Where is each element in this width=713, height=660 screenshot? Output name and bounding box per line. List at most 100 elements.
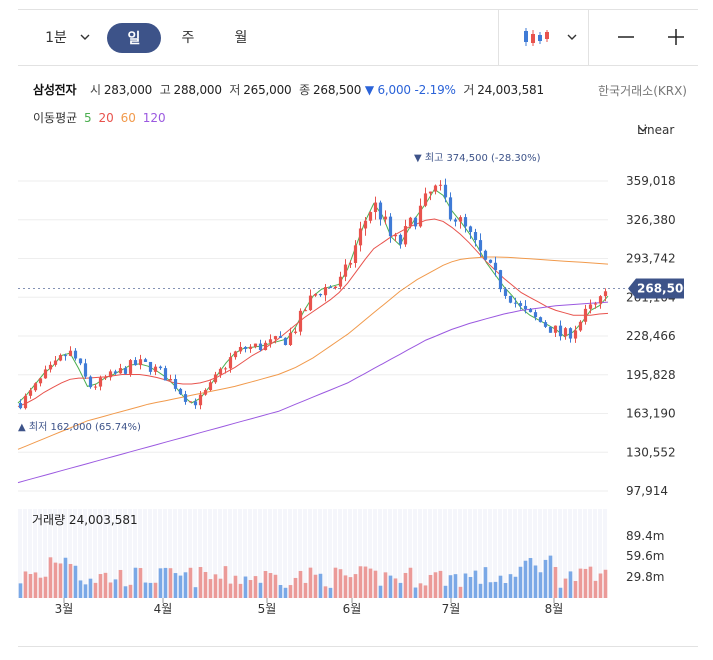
- month-label: 4월: [154, 602, 173, 616]
- volume-bar: [213, 574, 218, 598]
- scale-label: Linear: [637, 123, 675, 137]
- volume-bar: [488, 582, 493, 598]
- candle-body: [593, 303, 598, 305]
- candle-body: [273, 336, 278, 340]
- volume-grid-stripe: [68, 509, 72, 598]
- volume-grid-stripe: [148, 509, 152, 598]
- volume-bar: [53, 562, 58, 598]
- volume-bar: [493, 581, 498, 598]
- volume-grid-stripe: [338, 509, 342, 598]
- candle-body: [333, 286, 338, 288]
- volume-bar: [388, 575, 393, 598]
- candle-body: [428, 191, 433, 194]
- volume-bar: [568, 571, 573, 598]
- volume-bar: [113, 579, 118, 598]
- volume-bar: [168, 568, 173, 598]
- volume-grid-stripe: [318, 509, 322, 598]
- candle-body: [198, 394, 203, 406]
- volume-grid-stripe: [578, 509, 582, 598]
- volume-bar: [438, 570, 443, 598]
- volume-grid-stripe: [428, 509, 432, 598]
- change-percent: -2.19%: [414, 83, 456, 97]
- y-tick-label: 163,190: [626, 407, 676, 421]
- volume-grid-stripe: [313, 509, 317, 598]
- volume-grid-stripe: [203, 509, 207, 598]
- y-tick-label: 359,018: [626, 174, 676, 188]
- candle-body: [148, 361, 153, 372]
- volume-grid-stripe: [98, 509, 102, 598]
- candle-body: [378, 202, 383, 220]
- month-label: 7월: [442, 602, 461, 616]
- volume-grid-stripe: [178, 509, 182, 598]
- volume-bar: [463, 573, 468, 598]
- scale-select[interactable]: Linear: [637, 123, 674, 137]
- candle-body: [488, 259, 493, 263]
- volume-grid-stripe: [398, 509, 402, 598]
- candle-body: [193, 401, 198, 406]
- zoom-in-button[interactable]: [658, 9, 694, 65]
- candle-body: [353, 245, 358, 263]
- volume-bar: [433, 572, 438, 598]
- tab-daily[interactable]: 일: [107, 23, 161, 53]
- volume-grid-stripe: [183, 509, 187, 598]
- ma-60: 60: [120, 111, 136, 125]
- candle-body: [403, 226, 408, 245]
- chart-type-select[interactable]: [510, 9, 590, 65]
- candle-body: [118, 368, 123, 374]
- volume-grid-stripe: [453, 509, 457, 598]
- candle-body: [113, 371, 118, 374]
- volume-bar: [228, 583, 233, 598]
- candle-body: [318, 293, 323, 296]
- volume-bar: [448, 575, 453, 598]
- volume-grid-stripe: [233, 509, 237, 598]
- volume-grid-stripe: [168, 509, 172, 598]
- volume-bar: [498, 575, 503, 598]
- volume-grid-stripe: [418, 509, 422, 598]
- volume-grid-stripe: [18, 509, 22, 598]
- volume-grid-stripe: [163, 509, 167, 598]
- volume-bar: [368, 568, 373, 598]
- candle-body: [558, 325, 563, 337]
- volume-bar: [358, 566, 363, 598]
- volume-grid-stripe: [23, 509, 27, 598]
- candle-body: [583, 308, 588, 322]
- volume-grid-stripe: [483, 509, 487, 598]
- candle-body: [253, 343, 258, 347]
- ma-line-60: [17, 256, 609, 450]
- candle-body: [178, 388, 183, 395]
- volume-grid-stripe: [368, 509, 372, 598]
- volume-bar: [183, 572, 188, 598]
- month-label: 3월: [55, 602, 74, 616]
- volume-bar: [238, 583, 243, 598]
- volume-bar: [468, 576, 473, 598]
- candle-body: [258, 343, 263, 351]
- volume-grid-stripe: [393, 509, 397, 598]
- tab-weekly[interactable]: 주: [170, 9, 206, 65]
- zoom-out-button[interactable]: [608, 9, 644, 65]
- month-label: 8월: [545, 602, 564, 616]
- candle-body: [28, 390, 33, 396]
- y-tick-label: 97,914: [626, 484, 668, 498]
- close-value: 268,500: [312, 83, 362, 97]
- volume-grid-stripe: [373, 509, 377, 598]
- candle-body: [173, 378, 178, 389]
- interval-minute-label: 1분: [45, 30, 67, 46]
- volume-grid-stripe: [138, 509, 142, 598]
- y-tick-label: 326,380: [626, 213, 676, 227]
- ma-line-120: [17, 301, 609, 484]
- quote-summary: 삼성전자 시 283,000 고 288,000 저 265,000 종 268,500…: [33, 81, 544, 98]
- candle-body: [323, 287, 328, 296]
- tab-monthly[interactable]: 월: [223, 9, 259, 65]
- volume-grid-stripe: [433, 509, 437, 598]
- volume-grid-stripe: [133, 509, 137, 598]
- candle-body: [18, 403, 23, 409]
- candle-body: [288, 332, 293, 346]
- candlestick-icon: [524, 28, 549, 46]
- candle-body: [468, 226, 473, 233]
- volume-grid-stripe: [53, 509, 57, 598]
- candle-body: [103, 377, 108, 379]
- interval-minute-select[interactable]: 1분: [38, 9, 98, 65]
- candle-body: [493, 262, 498, 271]
- top-border: [18, 9, 698, 10]
